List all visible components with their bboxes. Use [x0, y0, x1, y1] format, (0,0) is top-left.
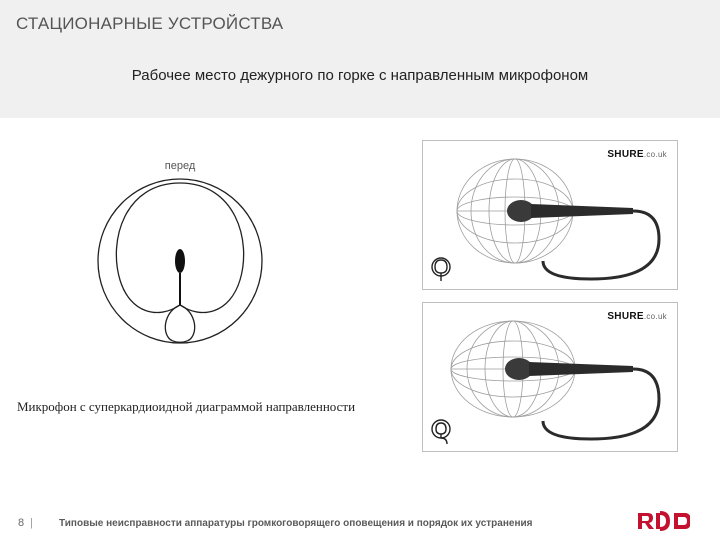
section-title: СТАЦИОНАРНЫЕ УСТРОЙСТВА: [16, 14, 283, 34]
page-number-value: 8: [18, 517, 24, 529]
microphone-icon: [507, 200, 659, 279]
pickup-symbol-icon: [432, 420, 450, 444]
mic-card-1: SHURE.co.uk: [422, 140, 678, 290]
pickup-symbol-icon: [432, 258, 450, 281]
slide-subtitle: Рабочее место дежурного по горке с напра…: [0, 66, 720, 86]
page-number-bar: |: [27, 517, 33, 529]
polar-diagram: перед Микрофон с суперкардиоидной диагра…: [20, 155, 340, 415]
page-number: 8 |: [18, 517, 33, 529]
footer-title: Типовые неисправности аппаратуры громког…: [59, 518, 532, 529]
front-label: перед: [165, 160, 196, 172]
slide: СТАЦИОНАРНЫЕ УСТРОЙСТВА Рабочее место де…: [0, 0, 720, 540]
diagram-caption: Микрофон с суперкардиоидной диаграммой н…: [6, 399, 366, 415]
mic-capsule-icon: [175, 249, 185, 273]
polar-svg: перед: [60, 155, 300, 375]
mic-illustration-1: [423, 141, 678, 290]
microphone-icon: [505, 358, 659, 439]
mic-card-2: SHURE.co.uk: [422, 302, 678, 452]
mic-illustration-2: [423, 303, 678, 452]
footer: 8 | Типовые неисправности аппаратуры гро…: [0, 506, 720, 540]
product-column: SHURE.co.uk: [422, 140, 678, 464]
rzd-logo-icon: [636, 510, 690, 532]
